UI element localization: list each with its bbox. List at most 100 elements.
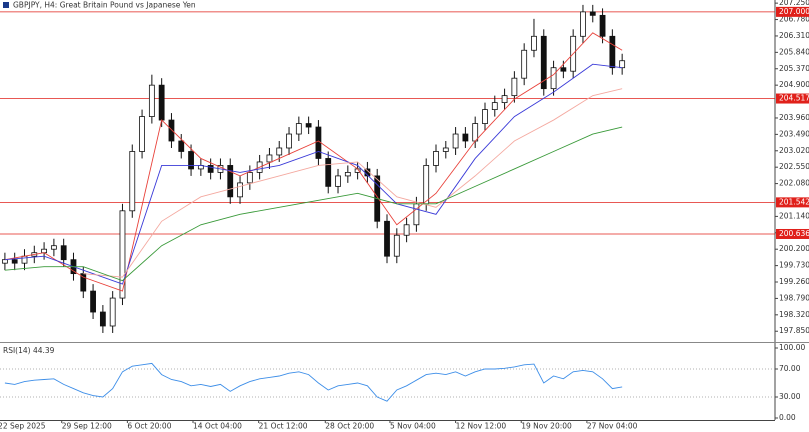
level-label: 204.517 <box>779 94 809 103</box>
x-tick-label: 12 Nov 12:00 <box>456 422 507 431</box>
candle-body <box>305 123 312 128</box>
y-tick-label: 198.320 <box>779 310 809 319</box>
candle-body <box>129 151 136 212</box>
candle-body <box>50 245 57 250</box>
candle-body <box>452 133 459 149</box>
x-tick-label: 29 Sep 12:00 <box>62 422 112 431</box>
y-tick-label: 206.780 <box>779 15 809 24</box>
moving-average <box>4 126 623 282</box>
y-tick-label: 203.490 <box>779 129 809 138</box>
y-tick-label: 201.140 <box>779 211 809 220</box>
x-tick-label: 28 Oct 20:00 <box>325 422 374 431</box>
candle-body <box>227 165 234 198</box>
y-tick-label: 199.260 <box>779 277 809 286</box>
candle-body <box>491 102 498 110</box>
candle-body <box>119 210 126 299</box>
y-tick-label: 202.550 <box>779 162 809 171</box>
candle-body <box>188 151 194 170</box>
candle-body <box>148 84 155 117</box>
candle-body <box>403 224 410 236</box>
candle-body <box>619 60 626 69</box>
candle-body <box>423 165 430 205</box>
candle-body <box>589 11 596 16</box>
candle-body <box>511 77 518 97</box>
symbol-icon <box>3 2 9 8</box>
y-tick-label: 203.020 <box>779 146 809 155</box>
level-label: 201.542 <box>779 197 809 206</box>
x-tick-label: 5 Nov 04:00 <box>390 422 436 431</box>
candle-body <box>295 123 302 135</box>
candle-body <box>344 172 351 177</box>
candle-body <box>266 154 273 163</box>
rsi-label: RSI(14) 44.39 <box>3 346 55 355</box>
level-label-box <box>776 6 809 17</box>
x-tick-label: 21 Oct 12:00 <box>259 422 308 431</box>
y-tick-label: 207.250 <box>779 0 809 7</box>
y-tick-label: 206.310 <box>779 31 809 40</box>
x-tick-label: 14 Oct 04:00 <box>193 422 242 431</box>
candle-body <box>462 133 469 142</box>
y-tick-label: 200.200 <box>779 244 809 253</box>
candle-body <box>60 245 67 261</box>
candle-body <box>99 311 106 327</box>
candle-body <box>1 259 8 264</box>
level-label: 200.636 <box>779 229 809 238</box>
chart-title: GBPJPY, H4: Great Britain Pound vs Japan… <box>13 1 196 10</box>
candle-body <box>433 151 439 166</box>
candle-body <box>168 119 175 142</box>
candle-body <box>90 290 96 313</box>
rsi-line <box>4 362 623 402</box>
candle-body <box>560 67 567 72</box>
y-tick-label: 199.730 <box>779 261 809 270</box>
candle-body <box>21 255 28 264</box>
y-tick-label: 198.790 <box>779 293 809 302</box>
y-tick-label: 203.960 <box>779 113 809 122</box>
candle-body <box>501 95 508 104</box>
candle-body <box>521 49 528 79</box>
candle-body <box>139 116 145 152</box>
candle-body <box>325 158 332 187</box>
candle-body <box>413 203 420 226</box>
x-tick-label: 27 Nov 04:00 <box>587 422 638 431</box>
candle-body <box>609 35 616 69</box>
candle-body <box>246 172 253 184</box>
candle-body <box>442 147 449 152</box>
candle-body <box>531 35 537 51</box>
candle-body <box>11 259 18 264</box>
y-tick-label: 197.850 <box>779 326 809 335</box>
rsi-tick-label: 70.00 <box>779 364 801 373</box>
candle-body <box>178 140 185 152</box>
y-tick-label: 204.900 <box>779 80 809 89</box>
y-tick-label: 205.370 <box>779 64 809 73</box>
moving-average <box>83 88 623 278</box>
moving-average <box>4 32 623 292</box>
candle-body <box>109 297 116 327</box>
candle-body <box>335 175 341 187</box>
rsi-tick-label: 0.00 <box>779 413 796 422</box>
rsi-tick-label: 100.00 <box>779 343 805 352</box>
y-tick-label: 202.080 <box>779 179 809 188</box>
x-tick-label: 6 Oct 20:00 <box>127 422 171 431</box>
x-tick-label: 22 Sep 2025 <box>0 422 46 431</box>
candle-body <box>540 35 547 90</box>
level-label-box <box>776 228 809 239</box>
candle-body <box>41 248 47 254</box>
candle-body <box>580 11 586 37</box>
rsi-tick-label: 30.00 <box>779 392 801 401</box>
candle-body <box>207 165 214 173</box>
candle-body <box>237 182 243 198</box>
candle-body <box>599 14 606 37</box>
candle-body <box>393 234 400 257</box>
level-label-box <box>776 93 809 104</box>
x-tick-label: 19 Nov 20:00 <box>521 422 572 431</box>
moving-average <box>4 63 623 285</box>
candle-body <box>158 84 165 121</box>
y-tick-label: 205.840 <box>779 47 809 56</box>
level-label-box <box>776 197 809 208</box>
candle-body <box>286 133 292 149</box>
candle-body <box>550 67 557 90</box>
level-label: 207.000 <box>779 7 809 16</box>
candle-body <box>384 220 390 257</box>
